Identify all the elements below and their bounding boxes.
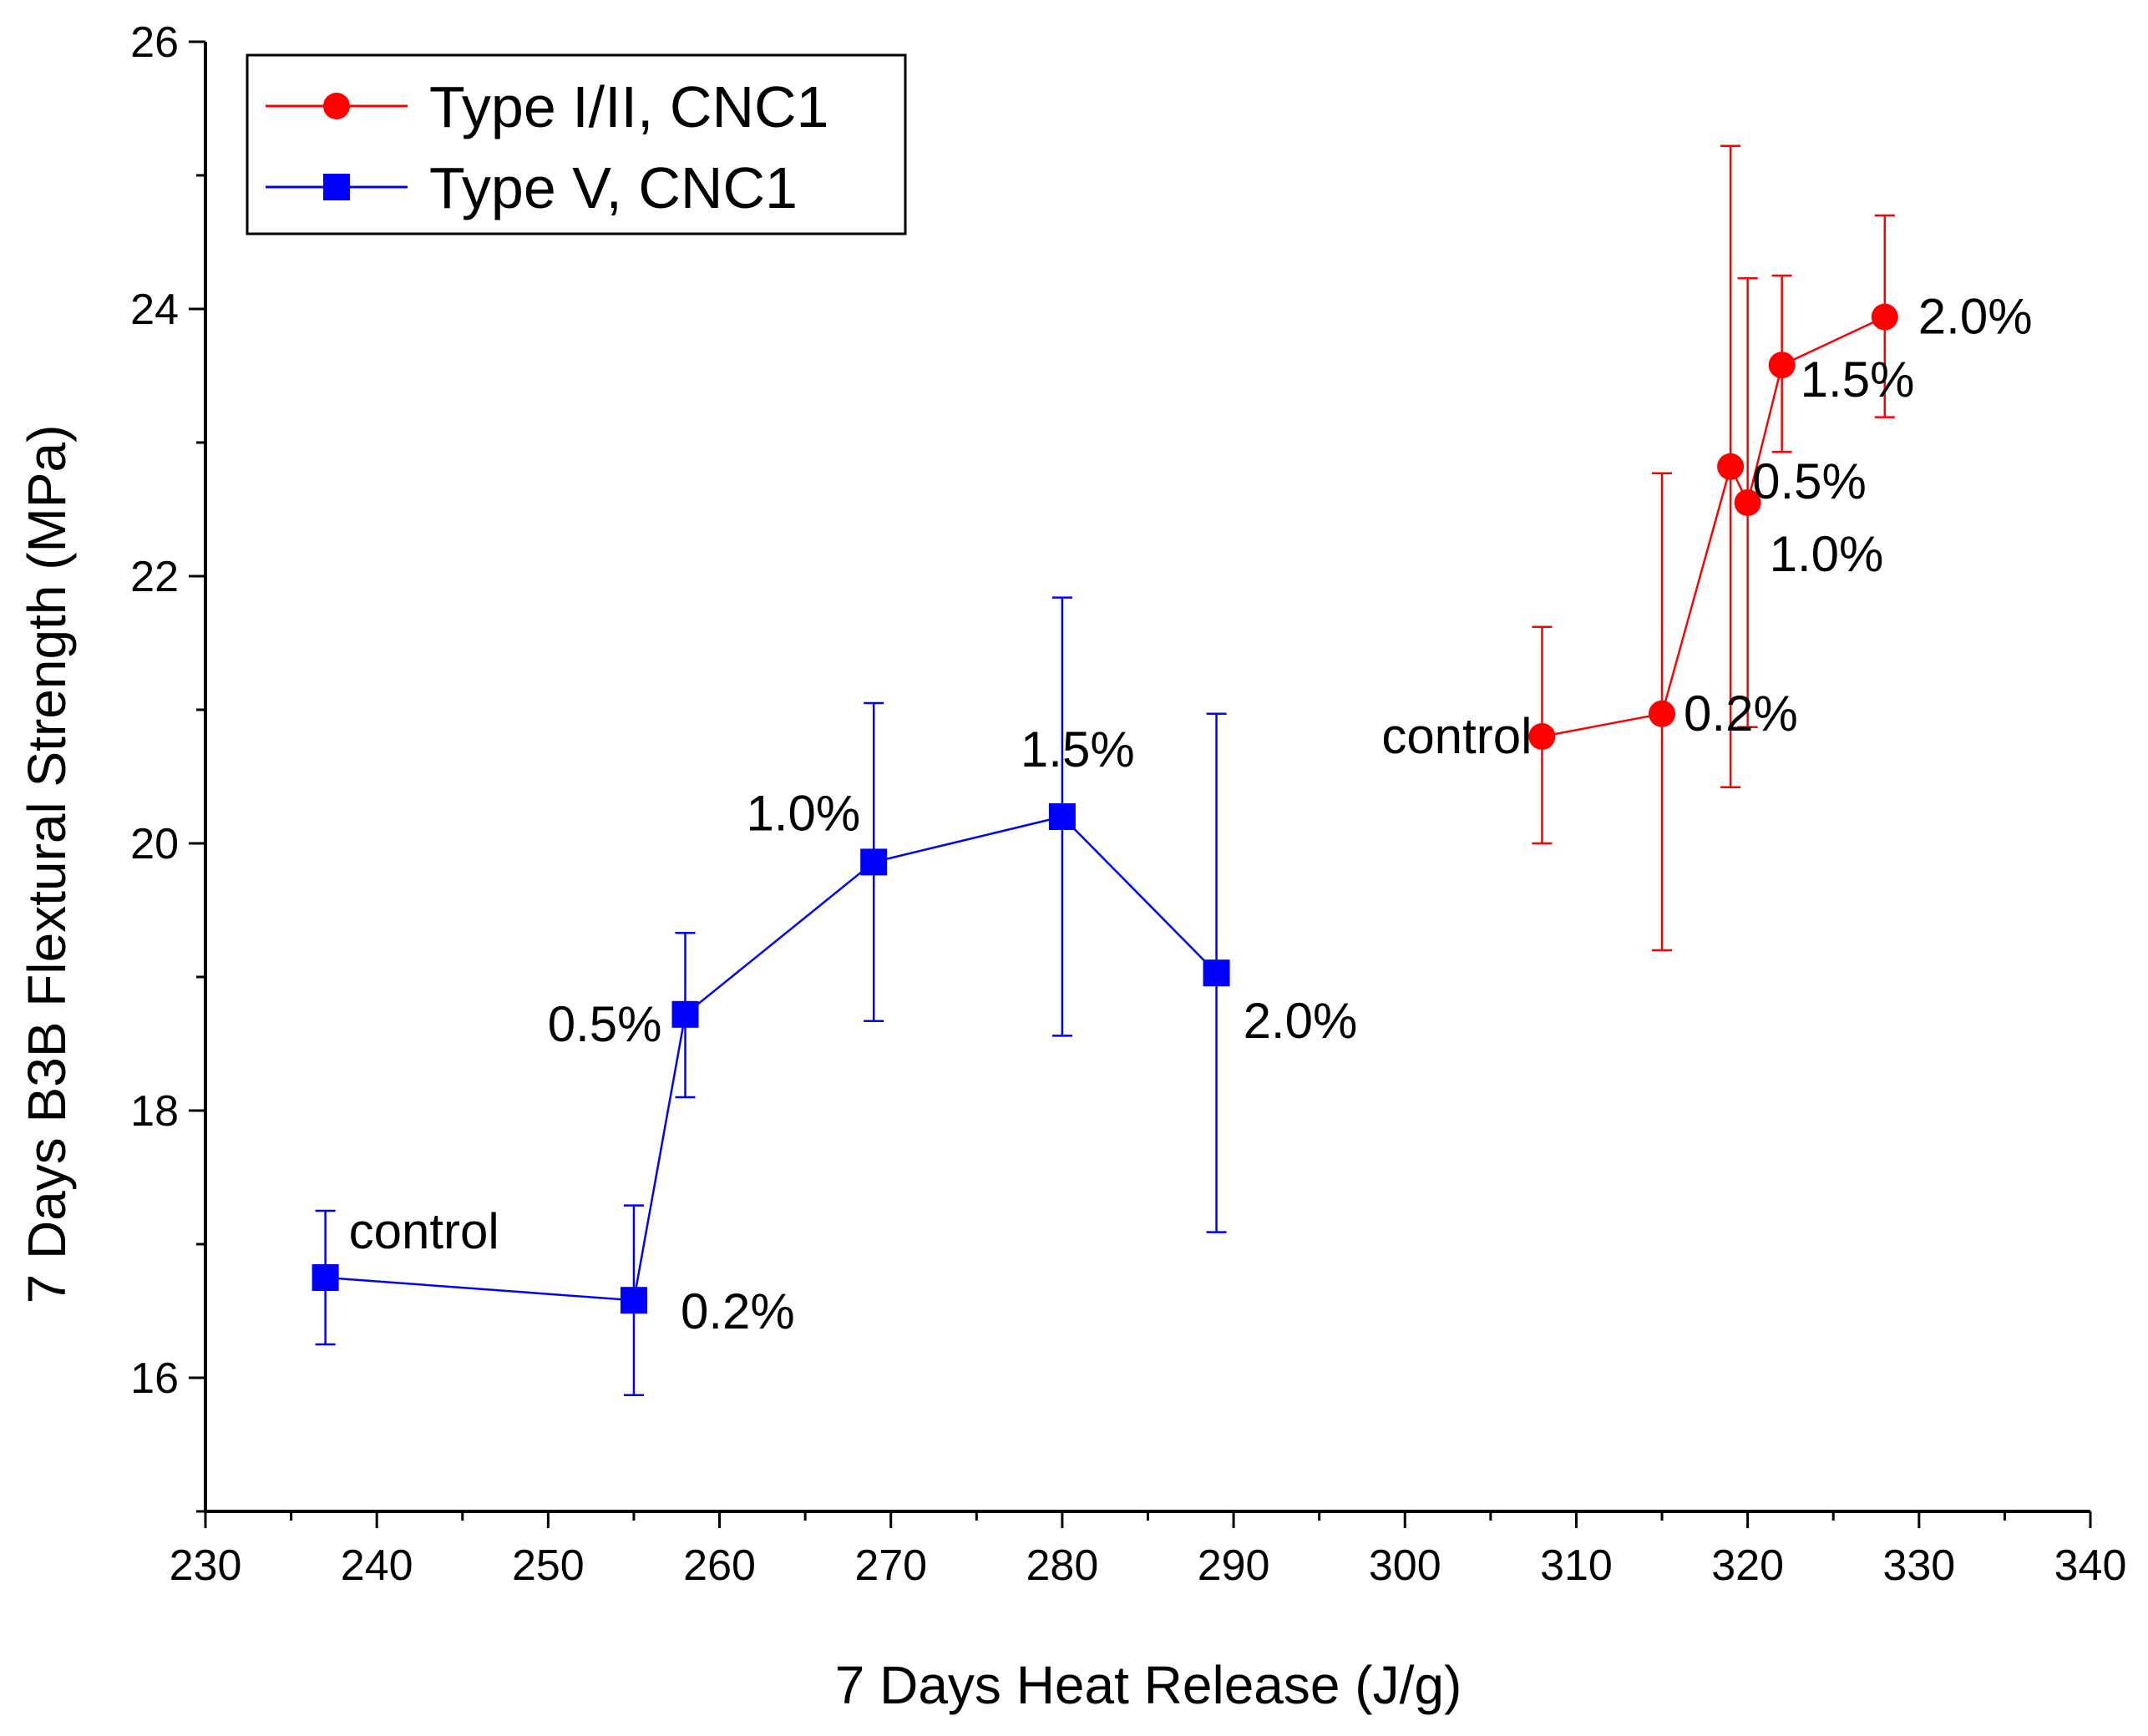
data-point bbox=[1871, 303, 1898, 331]
legend-box bbox=[246, 53, 907, 235]
data-point bbox=[1734, 489, 1761, 516]
series-type-v-cnc1 bbox=[312, 596, 1230, 1397]
legend-marker bbox=[323, 174, 350, 200]
x-tick-label: 230 bbox=[170, 1541, 242, 1590]
point-label: 1.0% bbox=[1770, 526, 1884, 582]
x-tick-label: 260 bbox=[683, 1541, 756, 1590]
data-point bbox=[860, 848, 888, 876]
y-tick-label: 20 bbox=[130, 820, 179, 868]
point-label: 2.0% bbox=[1244, 993, 1358, 1049]
x-tick-label: 290 bbox=[1198, 1541, 1270, 1590]
legend-label: Type I/II, CNC1 bbox=[429, 74, 828, 139]
point-label: control bbox=[1381, 708, 1532, 764]
point-label: 2.0% bbox=[1918, 289, 2033, 345]
data-point bbox=[1048, 803, 1076, 830]
y-tick-label: 26 bbox=[130, 18, 179, 67]
x-tick-label: 320 bbox=[1711, 1541, 1784, 1590]
point-labels: control 0.2%0.5%1.0%1.5%2.0%control0.2%0.… bbox=[349, 289, 2033, 1340]
point-label: 1.0% bbox=[746, 785, 860, 841]
data-point bbox=[1768, 352, 1796, 379]
series-type-i-ii-cnc1 bbox=[1528, 144, 1898, 952]
point-label: control bbox=[349, 1203, 499, 1259]
x-axis-title: 7 Days Heat Release (J/g) bbox=[835, 1655, 1462, 1715]
data-point bbox=[1649, 700, 1676, 727]
x-tick-label: 270 bbox=[854, 1541, 927, 1590]
y-tick-label: 24 bbox=[130, 286, 179, 334]
y-tick-label: 22 bbox=[130, 553, 179, 601]
legend-label: Type V, CNC1 bbox=[429, 155, 798, 220]
legend: Type I/II, CNC1 Type V, CNC1 bbox=[246, 53, 907, 235]
legend-marker bbox=[323, 93, 350, 119]
y-axis-title: 7 Days B3B Flextural Strength (MPa) bbox=[17, 425, 77, 1304]
x-tick-label: 240 bbox=[341, 1541, 413, 1590]
point-label: 0.5% bbox=[1752, 453, 1867, 509]
x-tick-label: 280 bbox=[1026, 1541, 1099, 1590]
x-tick-label: 310 bbox=[1540, 1541, 1613, 1590]
y-tick-label: 16 bbox=[130, 1354, 179, 1403]
series-layer bbox=[312, 144, 1898, 1397]
data-point bbox=[1528, 723, 1556, 750]
x-tick-label: 250 bbox=[512, 1541, 585, 1590]
point-label: 0.2% bbox=[1684, 686, 1798, 741]
y-tick-label: 18 bbox=[130, 1087, 179, 1136]
x-tick-label: 340 bbox=[2054, 1541, 2127, 1590]
data-point bbox=[1717, 453, 1745, 480]
data-point bbox=[671, 1000, 699, 1028]
series-line bbox=[325, 815, 1218, 1302]
axes: 230 240 250 260 270 280 290 300 310 320 330 340 16 18… bbox=[130, 18, 2126, 1590]
data-point bbox=[1203, 959, 1230, 987]
data-point bbox=[312, 1264, 339, 1291]
data-point bbox=[620, 1287, 647, 1314]
point-label: 0.2% bbox=[681, 1283, 795, 1339]
x-tick-label: 300 bbox=[1369, 1541, 1441, 1590]
x-tick-label: 330 bbox=[1882, 1541, 1955, 1590]
series-line bbox=[1542, 316, 1886, 738]
point-label: 0.5% bbox=[548, 996, 662, 1052]
point-label: 1.5% bbox=[1801, 352, 1915, 407]
point-label: 1.5% bbox=[1021, 721, 1135, 777]
